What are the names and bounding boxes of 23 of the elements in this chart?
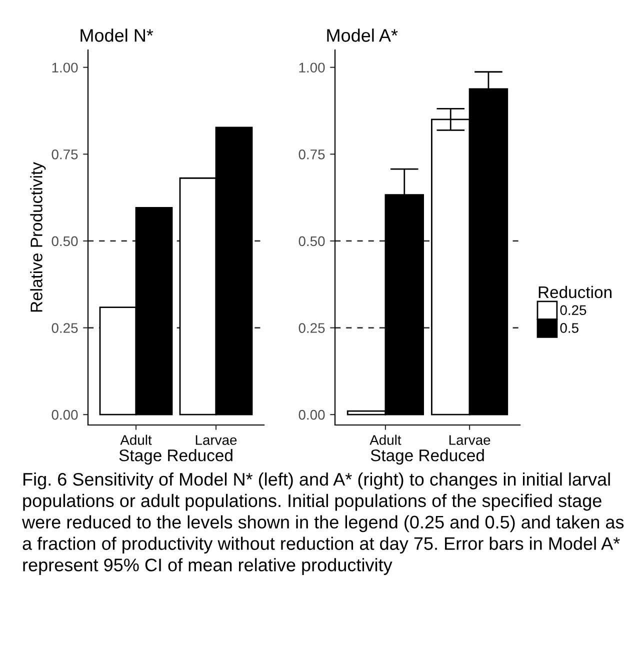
- y-axis-title: Relative Productivity: [30, 162, 46, 312]
- x-axis-title: Stage Reduced: [370, 449, 484, 465]
- y-tick-label: 1.00: [299, 62, 325, 73]
- y-tick-label: 0.00: [52, 410, 78, 420]
- legend-label: 0.5: [560, 323, 578, 333]
- legend-title: Reduction: [538, 286, 612, 298]
- x-tick-label: Adult: [120, 434, 152, 445]
- y-tick-label: 0.25: [298, 323, 325, 333]
- y-tick-label: 0.50: [52, 236, 78, 246]
- chart-title: Model A*: [327, 28, 398, 42]
- x-axis-title: Stage Reduced: [119, 449, 232, 465]
- x-tick-label: Larvae: [449, 435, 490, 445]
- y-tick-label: 0.25: [52, 323, 78, 333]
- chart-title: Model N*: [80, 28, 154, 42]
- y-tick-label: 1.00: [52, 62, 78, 73]
- legend-label: 0.25: [560, 305, 586, 316]
- x-tick-label: Larvae: [196, 435, 237, 445]
- y-tick-label: 0.00: [298, 410, 325, 420]
- y-tick-label: 0.75: [298, 150, 325, 160]
- y-tick-label: 0.75: [52, 150, 78, 160]
- y-tick-label: 0.50: [298, 236, 325, 246]
- caption: Fig. 6 Sensitivity of Model N* (left) and A* (right) to changes in initial larval populations or adult populations. Initial populations of the specified stage were reduced to the levels shown in the legend (0.25 and 0.5) and taken as a fraction of productivity without reduction at day 75. Error bars in Model A* represent 95% CI of mean relative productivity: [22, 472, 624, 575]
- x-tick-label: Adult: [370, 434, 402, 445]
